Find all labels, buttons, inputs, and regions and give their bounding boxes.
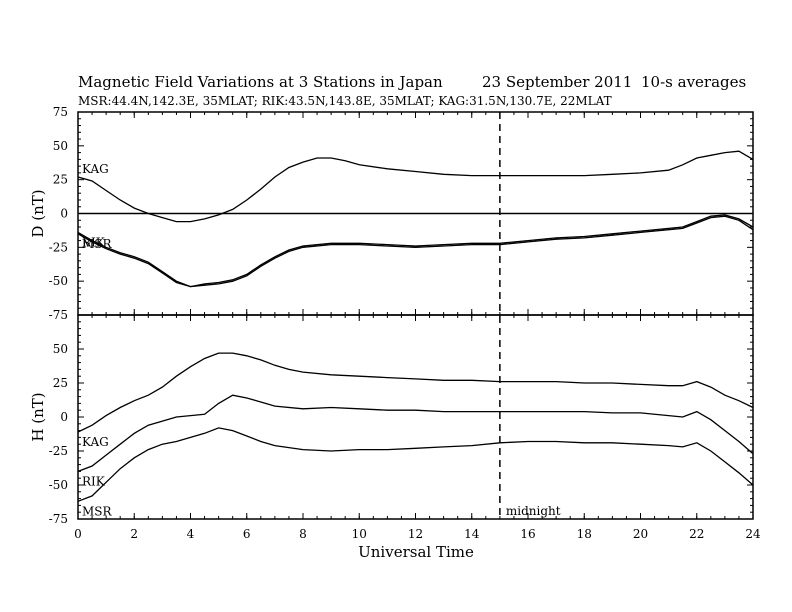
x-tick-label: 2	[130, 527, 138, 541]
panel-h: 50 25 0 -25 -50 -75 H (nT) KAG RIK MSR	[29, 314, 754, 526]
x-tick-label: 6	[243, 527, 251, 541]
series-line-rik	[77, 214, 754, 288]
x-tick-label: 22	[689, 527, 704, 541]
station-label-kag: KAG	[82, 435, 109, 449]
y-tick-label: -50	[49, 274, 68, 288]
y-tick-label: 75	[53, 105, 68, 119]
x-tick-label: 8	[299, 527, 307, 541]
station-label-rik: RIK	[82, 474, 106, 488]
y-tick-label: 0	[60, 207, 68, 221]
y-tick-label: -75	[49, 308, 68, 322]
x-tick-label: 10	[352, 527, 367, 541]
y-tick-label: 50	[53, 139, 68, 153]
series-line-kag	[77, 352, 754, 433]
chart-averaging: 10-s averages	[641, 73, 746, 91]
y-tick-label: -50	[49, 478, 68, 492]
chart-title: Magnetic Field Variations at 3 Stations …	[78, 73, 443, 91]
y-tick-label: 25	[53, 173, 68, 187]
panels: 75 50 25 0 -25 -50 -75 D (nT) KAG RIK MSR 50 25 0 -25 -…	[29, 105, 761, 541]
y-tick-label: -75	[49, 512, 68, 526]
x-tick-label: 12	[408, 527, 423, 541]
station-label-kag: KAG	[82, 162, 109, 176]
chart-date: 23 September 2011	[482, 73, 632, 91]
y-tick-label: -25	[49, 240, 68, 254]
station-label-msr: MSR	[82, 504, 113, 518]
y-axis-label: H (nT)	[29, 392, 47, 441]
x-axis-label: Universal Time	[358, 543, 474, 561]
x-tick-label: 4	[187, 527, 195, 541]
y-axis-label: D (nT)	[29, 189, 47, 237]
x-tick-label: 14	[464, 527, 480, 541]
x-tick-label: 20	[633, 527, 648, 541]
x-tick-label: 16	[520, 527, 535, 541]
y-tick-label: 50	[53, 342, 68, 356]
series-line-msr	[77, 427, 754, 502]
y-tick-label: -25	[49, 444, 68, 458]
x-tick-label: 24	[745, 527, 761, 541]
station-label-msr: MSR	[82, 237, 113, 251]
x-tick-label: 18	[577, 527, 592, 541]
y-tick-label: 0	[60, 410, 68, 424]
midnight-label: midnight	[506, 504, 561, 518]
stations-line: MSR:44.4N,142.3E, 35MLAT; RIK:43.5N,143.…	[78, 94, 612, 108]
series-line-rik	[77, 394, 754, 473]
y-tick-label: 25	[53, 376, 68, 390]
x-tick-label: 0	[74, 527, 82, 541]
series-line-kag	[77, 150, 754, 223]
series-line-msr	[77, 215, 754, 288]
